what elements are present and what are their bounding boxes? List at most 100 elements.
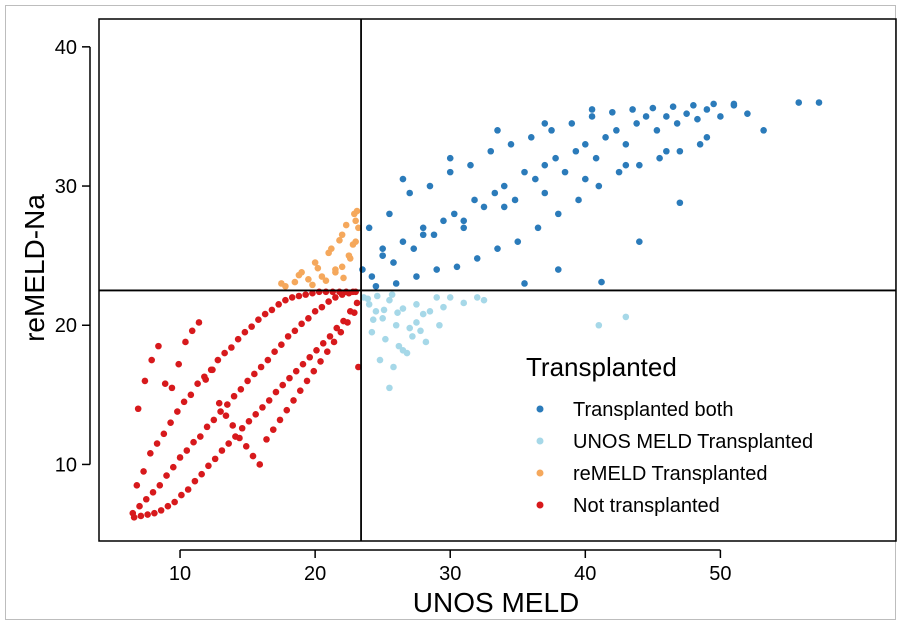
data-point — [309, 289, 316, 297]
data-point — [198, 470, 205, 478]
data-point — [615, 168, 623, 176]
data-point — [298, 320, 305, 328]
data-point — [372, 282, 380, 290]
data-point — [552, 154, 559, 162]
data-point — [365, 224, 373, 232]
data-point — [683, 110, 690, 117]
data-point — [609, 108, 616, 116]
data-point — [352, 217, 359, 225]
legend-marker — [536, 437, 544, 445]
data-point — [588, 106, 596, 113]
x-axis-title: UNOS MELD — [413, 587, 579, 618]
data-point — [187, 391, 195, 399]
data-point — [291, 278, 299, 286]
data-point — [491, 189, 499, 197]
data-point — [622, 313, 630, 321]
data-point — [276, 416, 284, 424]
data-point — [245, 417, 253, 425]
data-point — [332, 266, 339, 273]
data-point — [541, 161, 549, 169]
data-point — [417, 327, 424, 335]
data-point — [318, 303, 326, 311]
axes: 10 20 30 40 50 10 20 30 40 — [55, 18, 897, 585]
data-point — [406, 324, 413, 332]
data-point — [426, 308, 434, 315]
data-point — [174, 408, 181, 415]
data-point — [703, 134, 711, 141]
data-point — [221, 349, 228, 357]
data-point — [399, 238, 407, 246]
data-point — [629, 106, 636, 113]
data-point — [323, 348, 331, 355]
data-point — [151, 509, 158, 517]
data-point — [368, 273, 376, 280]
data-point — [554, 266, 562, 273]
data-point — [332, 294, 339, 301]
data-point — [268, 306, 276, 314]
data-point — [168, 384, 176, 392]
data-point — [500, 182, 508, 190]
data-point — [133, 482, 141, 489]
data-point — [534, 224, 542, 232]
data-point — [696, 140, 704, 148]
data-point — [368, 328, 376, 336]
legend-entries: Transplanted both UNOS MELD Transplanted r… — [536, 399, 813, 517]
data-point — [265, 397, 273, 404]
data-point — [238, 424, 246, 432]
data-point — [237, 385, 245, 393]
data-point — [406, 189, 413, 197]
data-point — [176, 454, 184, 461]
data-point — [325, 298, 332, 305]
data-point — [210, 416, 218, 424]
data-point — [296, 387, 304, 394]
data-point — [642, 113, 650, 120]
data-point — [202, 376, 210, 383]
data-point — [317, 358, 324, 365]
data-point — [157, 507, 165, 514]
data-point — [175, 360, 182, 368]
data-point — [588, 113, 596, 120]
legend-marker — [536, 405, 544, 413]
data-point — [541, 189, 549, 197]
y-axis-title: reMELD-Na — [19, 194, 50, 342]
data-point — [190, 438, 197, 446]
x-tick-label: 30 — [439, 563, 461, 585]
legend-label: UNOS MELD Transplanted — [573, 431, 813, 453]
data-point — [222, 412, 230, 420]
data-point — [349, 241, 357, 248]
data-point — [302, 291, 309, 298]
data-point — [288, 294, 296, 301]
data-point — [422, 338, 430, 346]
data-point — [164, 502, 172, 510]
data-point — [636, 161, 643, 169]
data-point — [272, 388, 280, 396]
data-point — [548, 127, 555, 134]
data-point — [622, 140, 630, 148]
data-point — [595, 321, 603, 329]
data-point — [380, 306, 388, 314]
data-point — [271, 348, 278, 355]
data-point — [419, 310, 427, 318]
data-point — [336, 288, 343, 296]
data-points — [129, 99, 823, 521]
data-point — [251, 370, 258, 378]
data-point — [561, 168, 569, 176]
data-point — [310, 367, 318, 375]
data-point — [284, 333, 292, 340]
data-point — [244, 377, 251, 385]
data-point — [460, 224, 468, 232]
legend-label: Not transplanted — [573, 495, 720, 517]
data-point — [184, 486, 192, 493]
legend-label: reMELD Transplanted — [573, 463, 768, 485]
data-point — [140, 468, 147, 475]
data-point — [311, 308, 319, 315]
data-point — [453, 263, 461, 271]
data-point — [263, 436, 270, 443]
data-point — [744, 110, 751, 117]
data-point — [426, 182, 434, 190]
data-point — [500, 203, 508, 211]
data-point — [149, 488, 157, 496]
data-point — [248, 323, 255, 330]
data-point — [337, 328, 345, 336]
